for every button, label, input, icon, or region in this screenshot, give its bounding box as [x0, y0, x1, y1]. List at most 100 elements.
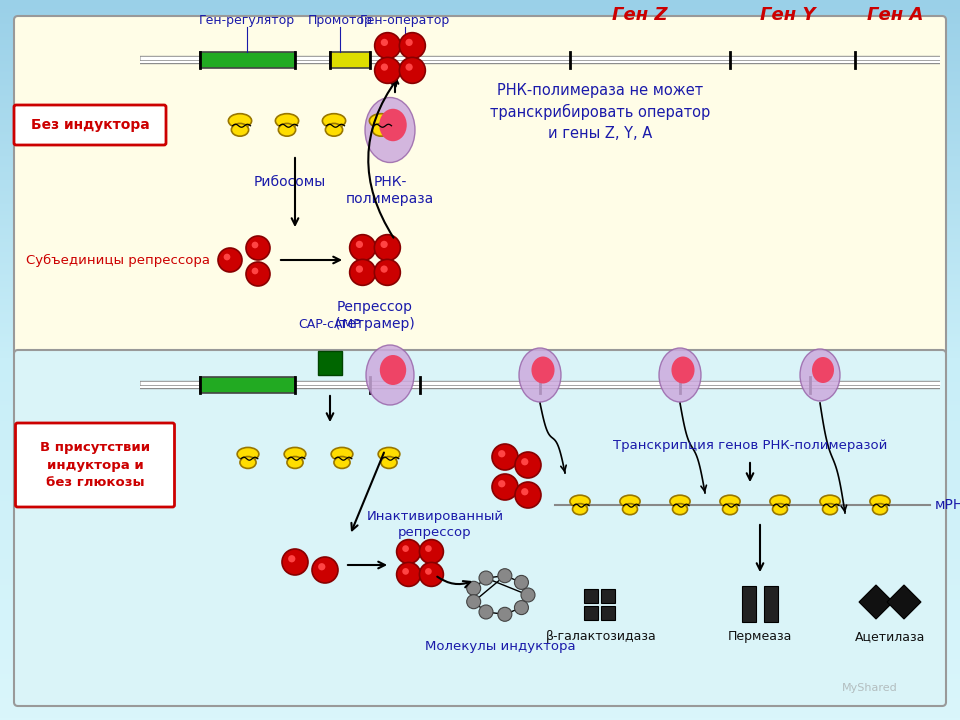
Ellipse shape [570, 495, 590, 508]
Circle shape [402, 545, 409, 552]
Ellipse shape [670, 495, 690, 508]
Bar [764, 586, 778, 622]
Ellipse shape [365, 97, 415, 163]
Ellipse shape [381, 456, 397, 469]
Text: MyShared: MyShared [842, 683, 898, 693]
Circle shape [288, 555, 296, 562]
Text: Субъединицы репрессора: Субъединицы репрессора [26, 253, 210, 266]
Ellipse shape [284, 447, 306, 461]
Ellipse shape [572, 503, 588, 515]
Circle shape [402, 568, 409, 575]
Circle shape [515, 482, 541, 508]
Text: Ацетилаза: Ацетилаза [854, 630, 925, 643]
Ellipse shape [532, 356, 555, 384]
Text: Ген Z: Ген Z [612, 6, 668, 24]
Ellipse shape [228, 114, 252, 128]
Ellipse shape [380, 355, 406, 385]
Circle shape [399, 32, 425, 58]
Text: В присутствии
индуктора и
без глюкозы: В присутствии индуктора и без глюкозы [40, 441, 150, 488]
Circle shape [492, 444, 518, 470]
Circle shape [396, 539, 420, 564]
Text: Ген Y: Ген Y [760, 6, 816, 24]
Circle shape [381, 39, 388, 46]
Ellipse shape [287, 456, 303, 469]
Ellipse shape [622, 503, 637, 515]
Text: Транскрипция генов РНК-полимеразой: Транскрипция генов РНК-полимеразой [612, 438, 887, 451]
Bar [742, 586, 756, 622]
Circle shape [399, 58, 425, 84]
Circle shape [521, 458, 528, 465]
Circle shape [356, 240, 363, 248]
Ellipse shape [770, 495, 790, 508]
Bar [584, 589, 598, 603]
Text: мРНК: мРНК [935, 498, 960, 512]
Text: Без индуктора: Без индуктора [31, 118, 150, 132]
Circle shape [498, 450, 505, 457]
Bar [330, 52, 370, 68]
Circle shape [515, 575, 528, 590]
FancyBboxPatch shape [14, 16, 946, 356]
Text: CAP-cAMP: CAP-cAMP [299, 318, 361, 331]
Ellipse shape [870, 495, 890, 508]
Text: Ген-регулятор: Ген-регулятор [199, 14, 295, 27]
Circle shape [479, 605, 493, 619]
Text: Репрессор
(тетрамер): Репрессор (тетрамер) [335, 300, 416, 331]
Circle shape [498, 607, 512, 621]
Bar [200, 52, 295, 68]
Text: Пермеаза: Пермеаза [728, 630, 792, 643]
Ellipse shape [276, 114, 299, 128]
Ellipse shape [773, 503, 787, 515]
Text: Молекулы индуктора: Молекулы индуктора [424, 640, 575, 653]
Circle shape [420, 562, 444, 586]
Circle shape [515, 600, 528, 615]
Circle shape [405, 63, 413, 71]
Bar [601, 606, 615, 620]
Circle shape [492, 474, 518, 500]
Text: РНК-полимераза не может
транскрибировать оператор
и гены Z, Y, A: РНК-полимераза не может транскрибировать… [490, 83, 710, 141]
Circle shape [467, 581, 481, 595]
Ellipse shape [820, 495, 840, 508]
Bar [584, 606, 598, 620]
Text: Ген-оператор: Ген-оператор [360, 14, 450, 27]
Ellipse shape [334, 456, 350, 469]
Circle shape [425, 568, 432, 575]
Text: Ген А: Ген А [867, 6, 924, 24]
Ellipse shape [800, 349, 840, 401]
Circle shape [498, 480, 505, 487]
Ellipse shape [372, 123, 390, 136]
FancyBboxPatch shape [15, 423, 175, 507]
Ellipse shape [723, 503, 737, 515]
Ellipse shape [331, 447, 353, 461]
Circle shape [374, 32, 400, 58]
Ellipse shape [325, 123, 343, 136]
Ellipse shape [370, 114, 393, 128]
Ellipse shape [873, 503, 887, 515]
Text: Рибосомы: Рибосомы [253, 175, 326, 189]
Circle shape [224, 253, 230, 261]
Bar [601, 589, 615, 603]
Ellipse shape [378, 447, 400, 461]
Circle shape [374, 259, 400, 285]
FancyBboxPatch shape [14, 350, 946, 706]
Circle shape [498, 569, 512, 582]
Circle shape [380, 266, 388, 273]
Circle shape [246, 236, 270, 260]
Circle shape [380, 240, 388, 248]
Text: РНК-
полимераза: РНК- полимераза [346, 175, 434, 207]
Circle shape [420, 539, 444, 564]
Circle shape [246, 262, 270, 286]
Ellipse shape [278, 123, 296, 136]
Ellipse shape [620, 495, 640, 508]
Ellipse shape [519, 348, 561, 402]
Ellipse shape [812, 357, 834, 383]
Text: Инактивированный
репрессор: Инактивированный репрессор [367, 510, 504, 539]
Circle shape [405, 39, 413, 46]
Circle shape [282, 549, 308, 575]
Ellipse shape [379, 109, 407, 141]
Circle shape [349, 259, 375, 285]
Circle shape [312, 557, 338, 583]
Ellipse shape [671, 356, 694, 384]
Circle shape [218, 248, 242, 272]
Circle shape [396, 562, 420, 586]
Text: Промотор: Промотор [307, 14, 372, 27]
